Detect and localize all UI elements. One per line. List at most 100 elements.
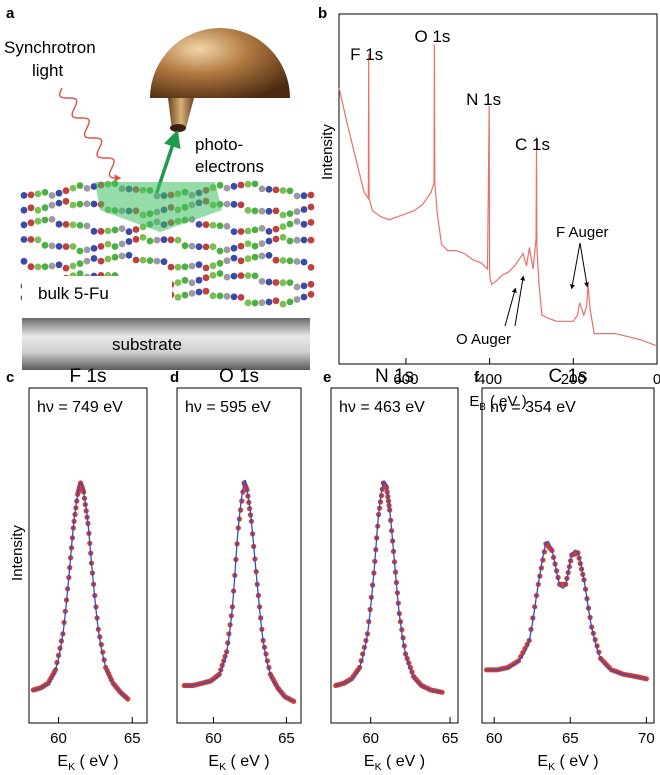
molecule-atom [188, 242, 196, 250]
molecule-atom [223, 184, 231, 192]
molecule-atom [202, 287, 210, 295]
molecule-atom [188, 262, 196, 270]
molecule-atom [153, 236, 161, 244]
molecule-atom [181, 242, 189, 250]
plot-frame [338, 13, 658, 365]
fit-curve [184, 479, 295, 702]
molecule-atom [83, 246, 91, 254]
molecule-atom [279, 223, 287, 231]
panel-b-letter: b [318, 5, 327, 22]
molecule-atom [20, 257, 28, 265]
molecule-atom [272, 256, 280, 264]
x-tick-label: 65 [278, 730, 295, 747]
x-tick-label: 70 [638, 730, 655, 747]
synchrotron-wave [58, 87, 122, 182]
x-axis-label-unit: ( eV ) [226, 753, 270, 770]
molecule-atom [195, 261, 203, 269]
molecule-atom [97, 227, 105, 235]
molecule-atom [62, 243, 70, 251]
peak-label: F 1s [350, 45, 383, 64]
molecule-atom [279, 211, 287, 219]
molecule-atom [20, 206, 28, 214]
molecule-atom [293, 296, 301, 303]
molecule-atom [209, 262, 217, 270]
molecule-atom [265, 278, 273, 286]
molecule-atom [55, 220, 63, 228]
molecule-atom [202, 243, 210, 251]
x-tick-label: 0 [653, 371, 660, 388]
molecule-atom [216, 181, 224, 189]
molecule-atom [272, 279, 280, 286]
molecule-atom [27, 236, 35, 243]
fit-curve [33, 482, 129, 700]
molecule-atom [307, 236, 315, 244]
fit-curve [486, 540, 647, 680]
molecule-atom [27, 204, 35, 212]
molecule-atom [258, 252, 266, 260]
molecule-atom [62, 221, 70, 228]
molecule-atom [272, 186, 280, 194]
molecule-atom [146, 237, 154, 245]
molecule-atom [34, 190, 42, 198]
molecule-atom [34, 263, 42, 271]
molecule-atom [83, 185, 91, 192]
molecule-atom [223, 200, 231, 208]
analyzer-tube [168, 98, 194, 133]
molecule-atom [76, 270, 84, 278]
molecule-atom [286, 187, 294, 195]
molecule-atom [230, 200, 238, 208]
molecule-atom [286, 220, 294, 228]
x-axis-label-unit: ( eV ) [486, 393, 527, 410]
molecule-atom [76, 182, 84, 190]
molecule-atom [41, 241, 49, 249]
molecule-atom [55, 261, 63, 269]
molecule-atom [34, 206, 42, 214]
molecule-atom [41, 189, 49, 196]
molecule-atom [69, 243, 77, 250]
molecule-atom [83, 257, 91, 265]
molecule-atom [167, 236, 175, 244]
peak-label: N 1s [466, 90, 501, 109]
molecule-atom [104, 240, 112, 248]
molecule-atom [300, 220, 308, 228]
molecule-atom [181, 276, 189, 284]
molecule-atom [223, 246, 231, 254]
molecule-atom [111, 253, 119, 261]
x-tick-label: 60 [486, 730, 503, 747]
x-tick-label: 60 [205, 730, 222, 747]
molecule-atom [307, 291, 315, 298]
molecule-atom [83, 200, 91, 208]
molecule-atom [90, 245, 98, 252]
molecule-atom [216, 259, 224, 267]
molecule-atom [216, 292, 224, 300]
molecule-atom [132, 226, 140, 233]
molecule-atom [174, 263, 182, 271]
molecule-atom [244, 255, 252, 263]
molecule-atom [118, 252, 126, 260]
molecule-atom [307, 264, 315, 271]
molecule-atom [307, 203, 315, 211]
molecule-atom [244, 227, 252, 235]
molecule-atom [167, 263, 175, 271]
molecule-atom [34, 236, 42, 244]
photon-energy-label: hν = 749 eV [37, 399, 123, 416]
molecule-atom [195, 221, 203, 228]
molecule-atom [139, 234, 147, 241]
molecule-atom [104, 255, 112, 263]
molecule-atom [293, 258, 301, 265]
molecule-atom [272, 235, 280, 243]
x-axis-label: EK ( eV ) [208, 753, 269, 773]
molecule-atom [300, 282, 308, 290]
molecule-atom [181, 291, 189, 299]
molecule-atom [251, 253, 259, 261]
molecule-atom [209, 221, 217, 229]
x-axis-label-main: E [208, 753, 219, 770]
molecule-atom [125, 228, 133, 236]
molecule-atom [55, 189, 63, 197]
x-tick-label: 60 [50, 730, 67, 747]
panel-title: F 1s [70, 366, 107, 387]
molecule-atom [230, 293, 238, 301]
molecule-atom [202, 264, 210, 272]
molecule-atom [258, 225, 266, 232]
molecule-atom [300, 192, 308, 200]
